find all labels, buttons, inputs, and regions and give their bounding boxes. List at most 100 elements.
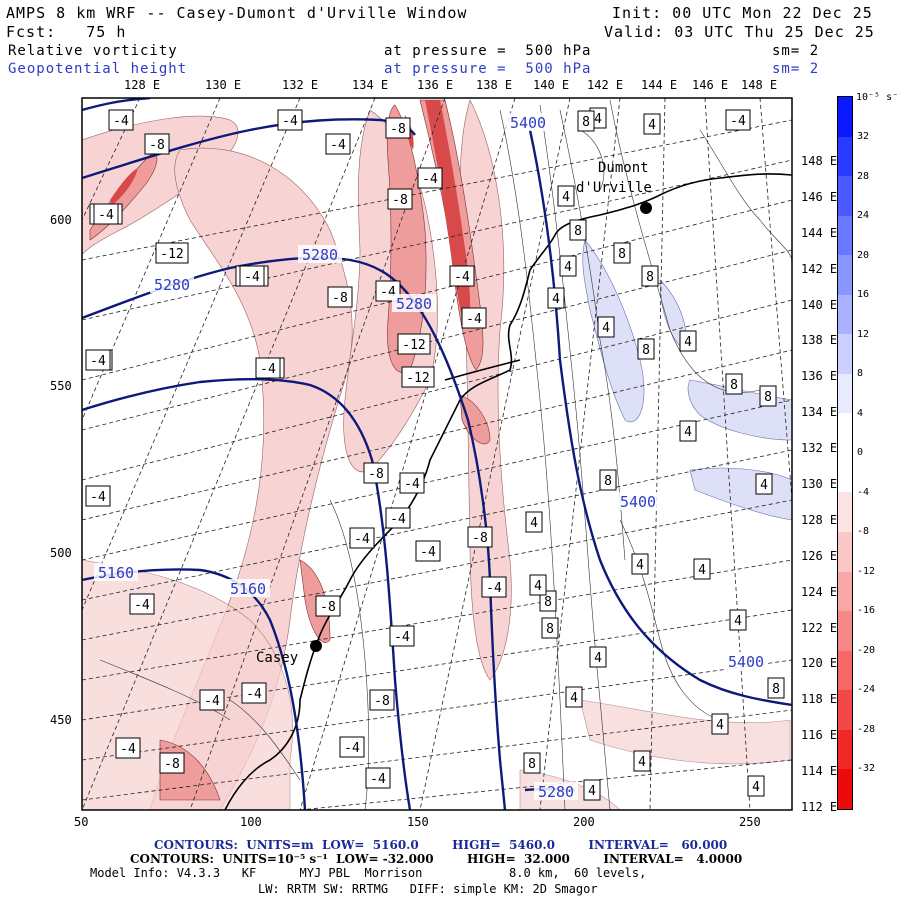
vorticity-label-box [241, 682, 267, 704]
vorticity-label: -4 [339, 736, 365, 758]
vorticity-label-box [557, 185, 575, 207]
dumont-durville-label-line1: Dumont [598, 160, 649, 176]
vorticity-label-text: 4 [648, 118, 656, 133]
vorticity-label-box [597, 316, 615, 338]
coastline [224, 173, 792, 810]
colorbar-segment [838, 532, 852, 572]
vorticity-label: 8 [613, 242, 631, 264]
colorbar-label: 32 [857, 131, 870, 142]
colorbar-label: -8 [857, 526, 870, 537]
vorticity-label-box [144, 133, 170, 155]
height-contour-label: 5280 [154, 276, 190, 294]
vorticity-label-box [325, 133, 351, 155]
right-longitude-label: 130 E [801, 477, 838, 491]
vorticity-labels: -4-8-4-4-8-12-12-16-8-8-12-12-4-4-4-4-4-… [85, 107, 785, 801]
vorticity-label-box [693, 558, 711, 580]
vorticity-label-text: 8 [618, 247, 626, 262]
vorticity-label-box [415, 540, 441, 562]
vorticity-label-box [525, 511, 543, 533]
vorticity-label-text: -4 [370, 772, 386, 787]
vorticity-label-box [85, 349, 111, 371]
colorbar-segment [838, 769, 852, 809]
height-contour-label: 5400 [728, 653, 764, 671]
vorticity-label: 8 [725, 373, 743, 395]
vorticity-label-box [255, 357, 281, 379]
vorticity-label-text: 4 [638, 755, 646, 770]
vorticity-label-box [397, 333, 431, 355]
vorticity-label-text: 4 [636, 558, 644, 573]
colorbar-label: 20 [857, 249, 870, 261]
vorticity-label-text: -4 [344, 741, 360, 756]
vorticity-label-text: -8 [149, 138, 165, 153]
vorticity-label: 8 [569, 219, 587, 241]
x-grid-tick-label: 150 [407, 815, 429, 829]
height-label-bg [506, 113, 550, 131]
vorticity-label-text: 4 [552, 292, 560, 307]
vorticity-label-box [365, 767, 391, 789]
colorbar-label: 8 [857, 368, 864, 379]
colorbar-segment [838, 650, 852, 691]
vorticity-label-box [613, 242, 631, 264]
vorticity-label: 8 [541, 617, 559, 639]
top-longitude-label: 148 E [741, 78, 778, 92]
height-label-bg [534, 782, 578, 800]
x-grid-tick-label: 250 [739, 815, 761, 829]
right-longitude-label: 122 E [801, 620, 838, 635]
field2-level: at pressure = 500 hPa [384, 61, 592, 77]
vorticity-label: -4 [461, 307, 487, 329]
vorticity-label-text: 4 [570, 691, 578, 706]
height-label-bg [724, 652, 768, 670]
vorticity-label-text: -4 [486, 581, 502, 596]
vorticity-label-box [349, 527, 375, 549]
vorticity-label-box [85, 485, 111, 507]
model-info-2: LW: RRTM SW: RRTMG DIFF: simple KM: 2D S… [258, 882, 598, 896]
vorticity-label-text: -12 [402, 338, 425, 353]
height-label-bg [150, 275, 194, 293]
vorticity-label-text: -8 [390, 122, 406, 137]
vorticity-label: -4 [241, 682, 267, 704]
colorbar-segment [838, 571, 852, 612]
vorticity-label: 4 [547, 287, 565, 309]
vorticity-label: -12 [401, 366, 435, 388]
x-grid-tick-label: 100 [240, 815, 262, 829]
right-longitude-label: 144 E [801, 225, 838, 240]
vorticity-label-text: -4 [120, 742, 136, 757]
vorticity-label-box [633, 750, 651, 772]
vorticity-contour-info: CONTOURS: UNITS=10⁻⁵ s⁻¹ LOW= -32.000 HI… [130, 852, 743, 866]
top-longitude-label: 138 E [476, 78, 513, 92]
vorticity-label-box [725, 109, 751, 131]
top-longitude-label: 144 E [641, 78, 678, 92]
colorbar-label: 28 [857, 170, 870, 182]
vorticity-label-box [711, 713, 729, 735]
vorticity-label: 8 [759, 385, 777, 407]
colorbar-label: 0 [857, 447, 864, 458]
vorticity-label-text: -4 [246, 687, 262, 702]
vorticity-label: 4 [559, 255, 577, 277]
right-longitude-label: 124 E [801, 584, 838, 599]
vorticity-label-box [159, 752, 185, 774]
colorbar-label: -32 [857, 763, 876, 774]
vorticity-label: 8 [599, 469, 617, 491]
vorticity-label-box [369, 689, 395, 711]
vorticity-label-text: 8 [582, 115, 590, 130]
vorticity-label-text: 4 [534, 579, 542, 594]
model-info: Model Info: V4.3.3 KF MYJ PBL Morrison 8… [90, 866, 647, 880]
vorticity-label: 4 [565, 686, 583, 708]
colorbar-segment [838, 255, 852, 295]
vorticity-label-box [747, 775, 765, 797]
vorticity-label-text: 4 [716, 718, 724, 733]
stations [310, 202, 652, 652]
vorticity-label-box [449, 265, 475, 287]
field2-sm: sm= 2 [772, 61, 820, 77]
vorticity-label: -4 [277, 109, 303, 131]
vorticity-label-box [589, 646, 607, 668]
vorticity-label: 4 [711, 713, 729, 735]
vorticity-label: 4 [643, 113, 661, 135]
vorticity-label: -4 [365, 767, 391, 789]
vorticity-label-text: 4 [734, 614, 742, 629]
vorticity-label-text: -4 [134, 598, 150, 613]
height-label-bg [226, 579, 270, 597]
height-contour-label: 5160 [230, 580, 266, 598]
vorticity-label-text: -4 [113, 114, 129, 129]
vorticity-label-box [679, 330, 697, 352]
